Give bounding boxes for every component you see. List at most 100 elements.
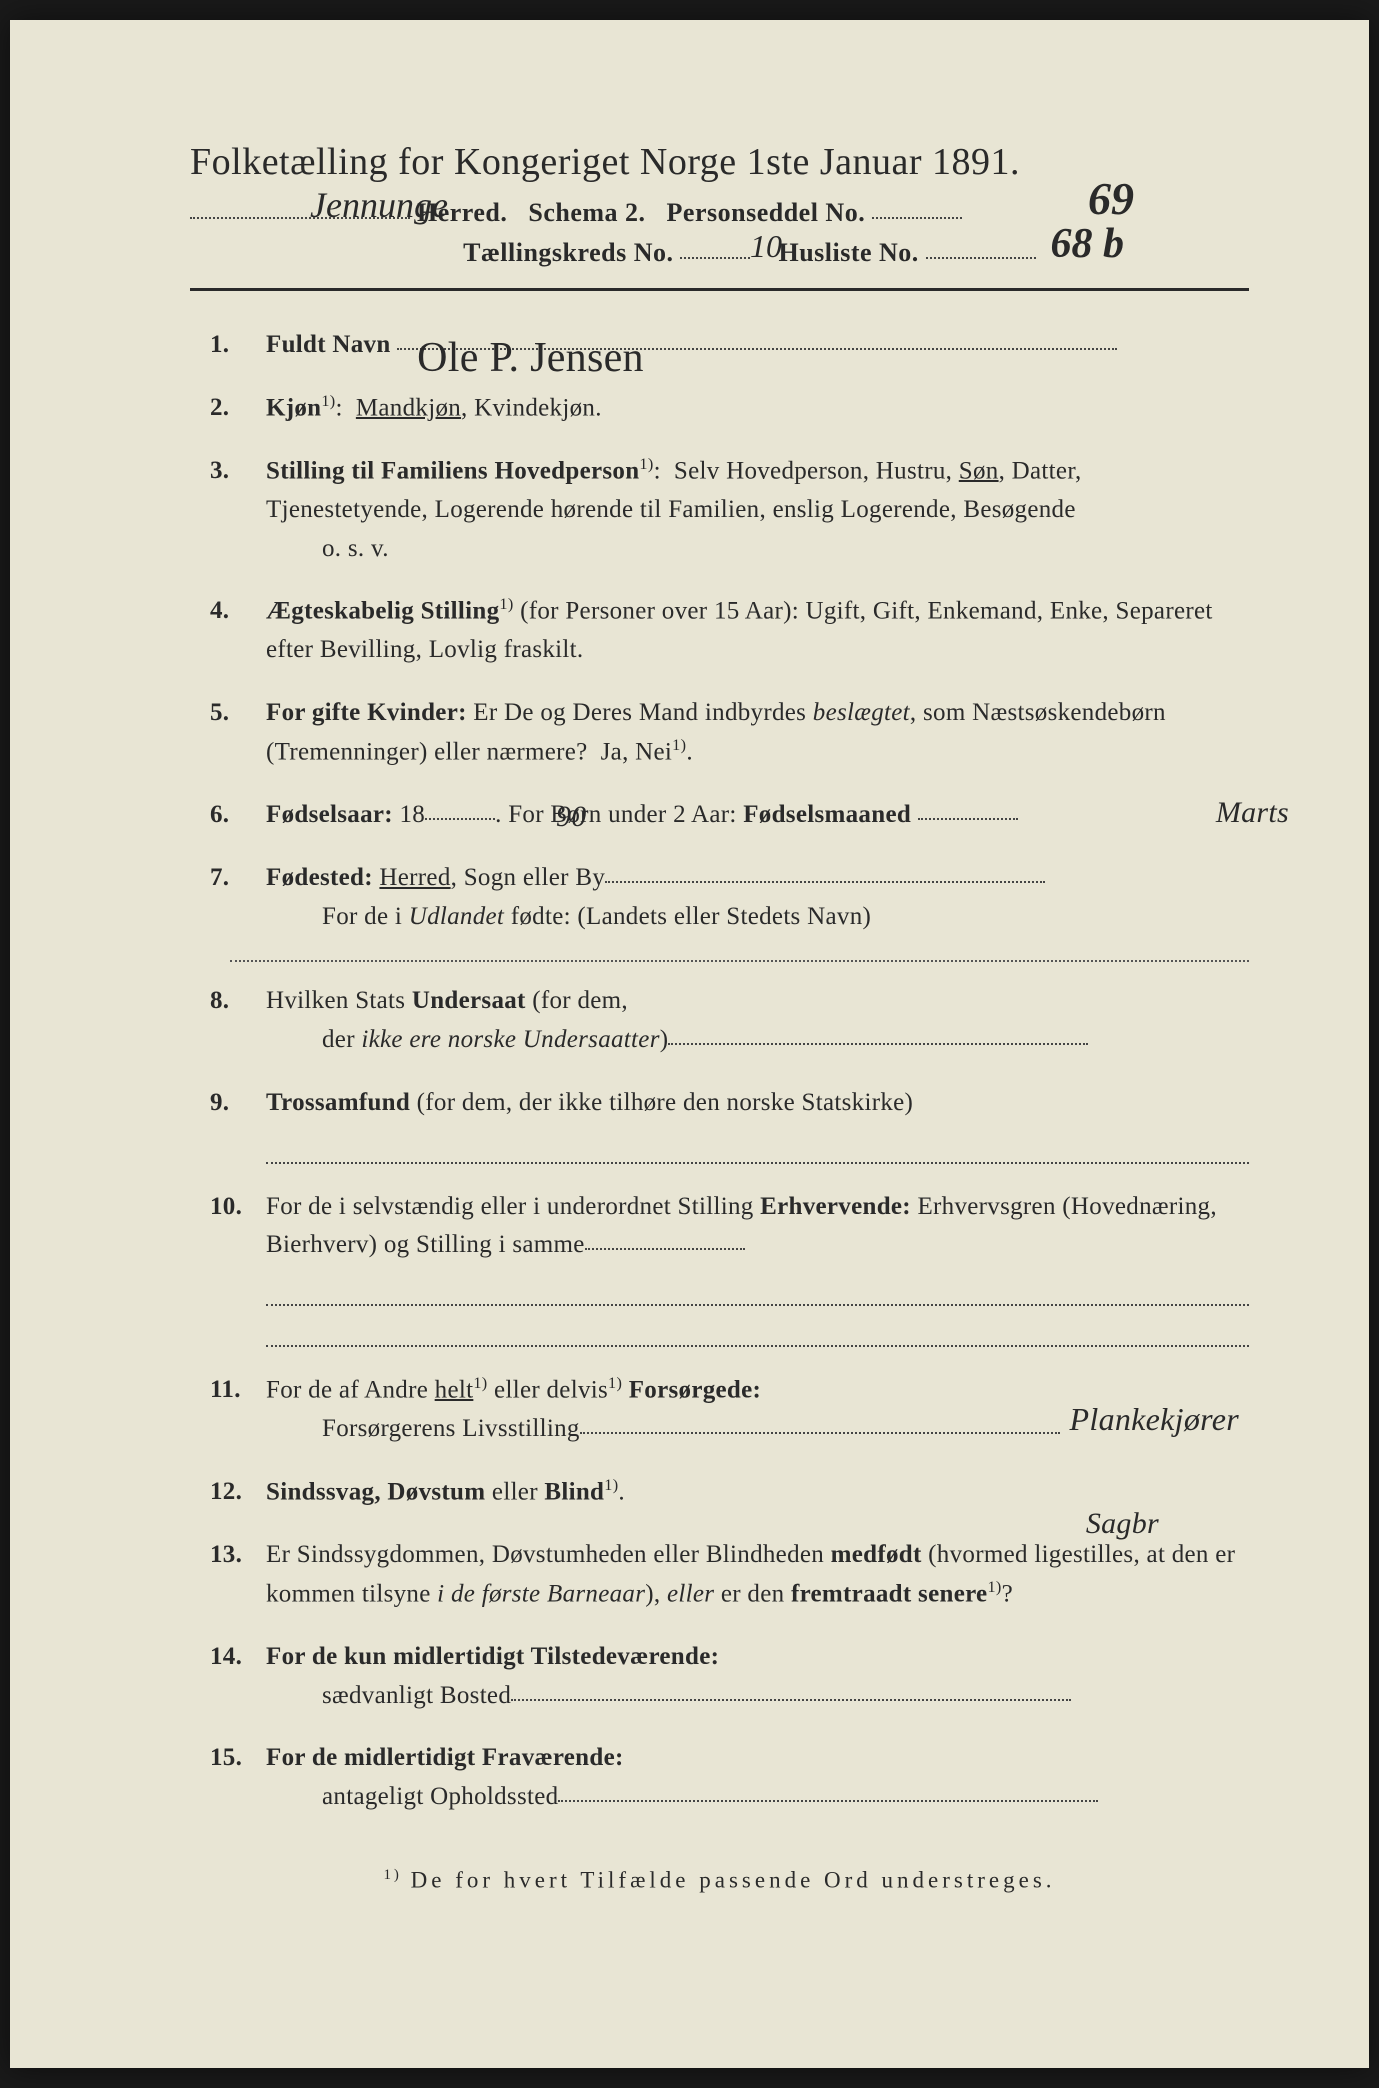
item-label: Fuldt Navn <box>266 331 391 358</box>
item-num: 15. <box>210 1739 266 1817</box>
item-label: Ægteskabelig Stilling <box>266 598 499 625</box>
header-line3: Tællingskreds No. Husliste No. <box>190 238 1249 268</box>
underline: helt <box>435 1376 474 1403</box>
item-label: Sindssvag, Døvstum <box>266 1478 485 1505</box>
item-text: For Børn under 2 Aar: <box>508 801 743 828</box>
item-6: 6. Fødselsaar: 18. 90 For Børn under 2 A… <box>210 796 1249 835</box>
item-num: 12. <box>210 1473 266 1512</box>
item-label: Stilling til Familiens Hovedperson <box>266 457 639 484</box>
item-num: 2. <box>210 389 266 428</box>
item-10: 10. For de i selvstændig eller i underor… <box>210 1188 1249 1348</box>
form-header: Folketælling for Kongeriget Norge 1ste J… <box>190 140 1249 268</box>
footnote-text: De for hvert Tilfælde passende Ord under… <box>411 1867 1056 1892</box>
item-bold: medfødt <box>831 1541 922 1568</box>
item-num: 14. <box>210 1638 266 1716</box>
month-blank <box>918 818 1018 820</box>
item-text: For de i selvstændig eller i underordnet… <box>266 1193 760 1220</box>
item-num: 7. <box>210 859 266 937</box>
place-blank <box>605 881 1045 883</box>
handwritten-name: Ole P. Jensen <box>417 326 644 391</box>
sup: 1) <box>604 1476 618 1494</box>
kreds-label: Tællingskreds No. <box>463 238 673 267</box>
header-line2: Herred. Schema 2. Personseddel No. <box>190 198 1249 228</box>
herred-label: Herred. <box>417 198 507 227</box>
item-text: eller <box>492 1478 544 1505</box>
italic: i de første Barneaar <box>437 1580 645 1607</box>
item-15: 15. For de midlertidigt Fraværende: anta… <box>210 1739 1249 1817</box>
item-14: 14. For de kun midlertidigt Tilstedevære… <box>210 1638 1249 1716</box>
blank <box>585 1248 745 1250</box>
header-rule <box>190 288 1249 291</box>
item-num: 10. <box>210 1188 266 1348</box>
sup: 1) <box>608 1374 622 1392</box>
blank <box>668 1043 1088 1045</box>
item-label: For gifte Kvinder: <box>266 699 467 726</box>
item-4: 4. Ægteskabelig Stilling1) (for Personer… <box>210 592 1249 670</box>
personseddel-blank <box>872 217 962 219</box>
item-num: 6. <box>210 796 266 835</box>
item-tail: o. s. v. <box>266 530 1249 569</box>
name-blank: Ole P. Jensen <box>397 348 1117 350</box>
blank <box>558 1800 1098 1802</box>
item-text: For de af Andre <box>266 1376 435 1403</box>
herred-blank <box>190 217 410 219</box>
item-note: (for Personer over 15 Aar): <box>520 598 805 625</box>
item-bold3: fremtraadt senere <box>791 1580 987 1607</box>
sup: 1) <box>383 1867 401 1883</box>
item-label: Trossamfund <box>266 1089 410 1116</box>
item-3: 3. Stilling til Familiens Hovedperson1):… <box>210 452 1249 569</box>
item-label: Fødested: <box>266 864 373 891</box>
kreds-blank <box>680 257 750 259</box>
item-label: Kjøn <box>266 394 321 421</box>
handwritten-month: Marts <box>1216 790 1289 837</box>
sup: 1) <box>321 392 335 410</box>
item-1: 1. Fuldt Navn Ole P. Jensen <box>210 326 1249 365</box>
item-num: 3. <box>210 452 266 569</box>
item-5: 5. For gifte Kvinder: Er De og Deres Man… <box>210 694 1249 772</box>
item-bold: Forsørgede: <box>622 1376 761 1403</box>
blank <box>511 1699 1071 1701</box>
blank <box>580 1432 1060 1434</box>
item-8: 8. Hvilken Stats Undersaat (for dem, der… <box>210 982 1249 1060</box>
cont-line <box>266 1129 1249 1164</box>
item-11: 11. For de af Andre helt1) eller delvis1… <box>210 1371 1249 1449</box>
item-12: 12. Sindssvag, Døvstum eller Blind1). Sa… <box>210 1473 1249 1512</box>
personseddel-label: Personseddel No. <box>667 198 866 227</box>
item-text: Er Sindssygdommen, Døvstumheden eller Bl… <box>266 1541 831 1568</box>
item-label2: Fødselsmaaned <box>743 801 911 828</box>
handwritten-q11: Plankekjører <box>1070 1395 1239 1445</box>
item-num: 1. <box>210 326 266 365</box>
item-num: 5. <box>210 694 266 772</box>
item-text: (for dem, der ikke tilhøre den norske St… <box>417 1089 914 1116</box>
item-num: 8. <box>210 982 266 1060</box>
item-num: 4. <box>210 592 266 670</box>
handwritten-year: 90 <box>556 794 587 841</box>
item-num: 13. <box>210 1536 266 1614</box>
item-line2: Forsørgerens Livsstilling <box>322 1415 580 1442</box>
item-label: Fødselsaar: <box>266 801 393 828</box>
footnote: 1) De for hvert Tilfælde passende Ord un… <box>190 1867 1249 1894</box>
sup: 1) <box>672 736 686 754</box>
husliste-blank <box>926 257 1036 259</box>
italic: eller <box>667 1580 714 1607</box>
italic: Udlandet <box>409 903 504 930</box>
item-2: 2. Kjøn1): Mandkjøn, Kvindekjøn. <box>210 389 1249 428</box>
year-prefix: 18 <box>399 801 425 828</box>
item-9: 9. Trossamfund (for dem, der ikke tilhør… <box>210 1084 1249 1164</box>
sup: 1) <box>639 455 653 473</box>
item-bold: Blind <box>544 1478 604 1505</box>
italic: beslægtet <box>813 699 910 726</box>
husliste-label: Husliste No. <box>778 238 918 267</box>
italic: ikke ere norske Undersaatter <box>361 1026 659 1053</box>
item-line2: antageligt Opholdssted <box>322 1783 558 1810</box>
sup: 1) <box>987 1578 1001 1596</box>
year-blank <box>425 818 495 820</box>
item-line2: sædvanligt Bosted <box>322 1682 511 1709</box>
item-13: 13. Er Sindssygdommen, Døvstumheden elle… <box>210 1536 1249 1614</box>
separator <box>230 960 1249 962</box>
sup: 1) <box>499 595 513 613</box>
sup: 1) <box>473 1374 487 1392</box>
form-items: 1. Fuldt Navn Ole P. Jensen 2. Kjøn1): M… <box>190 326 1249 1817</box>
cont-line <box>266 1271 1249 1306</box>
item-7: 7. Fødested: Herred, Sogn eller By For d… <box>210 859 1249 937</box>
